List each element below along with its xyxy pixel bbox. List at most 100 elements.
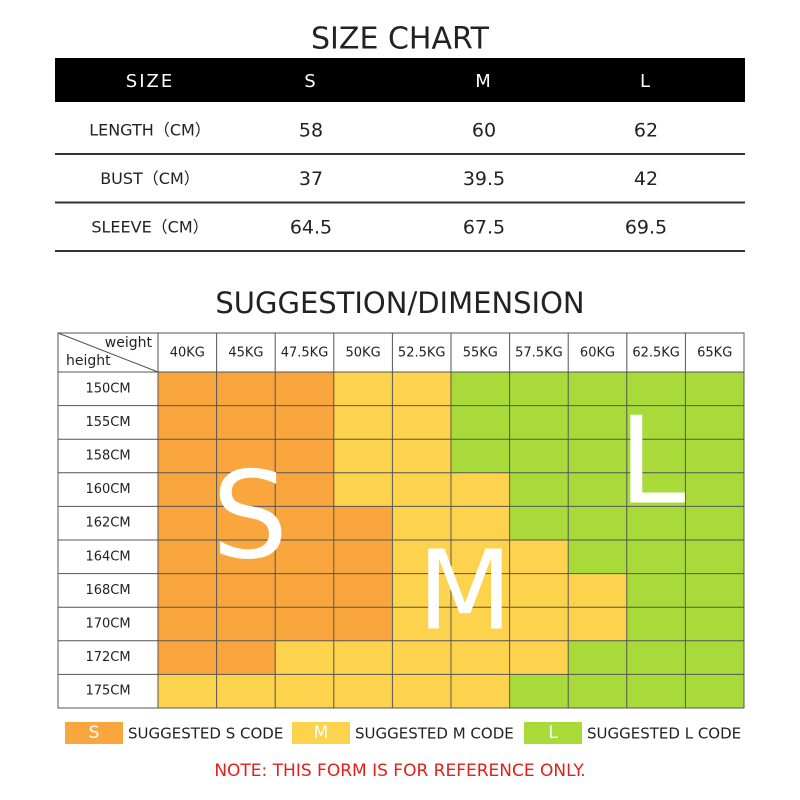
- grid-cell: [509, 405, 569, 440]
- grid-cell: [333, 405, 393, 440]
- size-overlay: M: [418, 526, 513, 654]
- grid-cell: [158, 540, 217, 574]
- size-value: 37: [299, 168, 323, 190]
- grid-cell: [626, 540, 686, 574]
- grid-cell: [275, 472, 334, 507]
- size-overlay: S: [212, 448, 288, 587]
- height-label: 175CM: [85, 684, 130, 699]
- grid-cell: [158, 573, 217, 608]
- size-overlay: L: [619, 393, 686, 532]
- grid-cell: [568, 607, 627, 641]
- grid-cell: [509, 506, 569, 540]
- grid-cell: [685, 640, 744, 675]
- grid-cell: [275, 405, 334, 440]
- grid-cell: [158, 472, 217, 507]
- size-value: 62: [634, 120, 658, 142]
- grid-cell: [568, 506, 627, 540]
- grid-cell: [451, 607, 510, 641]
- grid-cell: [392, 372, 451, 406]
- grid-cell: [216, 372, 276, 406]
- grid-cell: [158, 405, 217, 440]
- grid-cell: [451, 573, 510, 608]
- size-header: S: [304, 71, 317, 92]
- grid-cell: [158, 640, 217, 675]
- grid-cell: [275, 573, 334, 608]
- row-label: SLEEVE（CM）: [91, 218, 208, 237]
- height-label: 162CM: [85, 516, 130, 531]
- grid-cell: [509, 540, 569, 574]
- grid-cell: [333, 607, 393, 641]
- grid-cell: [158, 439, 217, 473]
- grid-cell: [509, 372, 569, 406]
- size-chart-title: SIZE CHART: [311, 22, 490, 57]
- header-bar: [55, 58, 745, 102]
- grid-cell: [392, 472, 451, 507]
- grid-cell: [392, 405, 451, 440]
- height-label: 164CM: [85, 549, 130, 564]
- grid-cell: [685, 439, 744, 473]
- grid-cell: [685, 573, 744, 608]
- grid-cell: [626, 506, 686, 540]
- grid-cell: [392, 607, 451, 641]
- grid-cell: [451, 439, 510, 473]
- grid-cell: [333, 674, 393, 708]
- height-label: 170CM: [85, 617, 130, 632]
- size-value: 69.5: [625, 217, 667, 239]
- grid-cell: [685, 372, 744, 406]
- size-value: 39.5: [463, 168, 505, 190]
- grid-cell: [509, 674, 569, 708]
- weight-label: 65KG: [697, 346, 732, 361]
- grid-cell: [685, 506, 744, 540]
- grid-cell: [158, 506, 217, 540]
- grid-cell: [333, 372, 393, 406]
- grid-cell: [392, 506, 451, 540]
- grid-cell: [392, 674, 451, 708]
- weight-label: 40KG: [170, 346, 205, 361]
- legend-code: M: [314, 723, 329, 743]
- grid-cell: [685, 405, 744, 440]
- grid-cell: [568, 674, 627, 708]
- weight-label: 50KG: [346, 346, 381, 361]
- size-value: 42: [634, 168, 658, 190]
- corner-weight: weight: [105, 335, 153, 351]
- grid-cell: [626, 640, 686, 675]
- grid-cell: [626, 607, 686, 641]
- grid-cell: [685, 472, 744, 507]
- weight-label: 60KG: [580, 346, 615, 361]
- grid-cell: [509, 607, 569, 641]
- row-label: LENGTH（CM）: [89, 121, 211, 140]
- weight-label: 45KG: [228, 346, 263, 361]
- legend-label: SUGGESTED S CODE: [128, 725, 283, 743]
- grid-cell: [626, 674, 686, 708]
- grid-cell: [333, 472, 393, 507]
- grid-cell: [568, 439, 627, 473]
- weight-label: 55KG: [463, 346, 498, 361]
- weight-label: 52.5KG: [398, 346, 446, 361]
- legend-label: SUGGESTED M CODE: [355, 725, 514, 743]
- legend-swatch: [65, 722, 123, 744]
- grid-cell: [216, 674, 276, 708]
- grid-cell: [568, 573, 627, 608]
- grid-cell: [626, 573, 686, 608]
- grid-cell: [216, 573, 276, 608]
- grid-cell: [568, 372, 627, 406]
- size-header: L: [640, 71, 652, 92]
- grid-cell: [333, 439, 393, 473]
- grid-cell: [216, 506, 276, 540]
- grid-cell: [392, 540, 451, 574]
- grid-cell: [568, 540, 627, 574]
- grid-cell: [568, 472, 627, 507]
- grid-cell: [158, 674, 217, 708]
- grid-cell: [333, 540, 393, 574]
- grid-cell: [568, 405, 627, 440]
- grid-cell: [275, 607, 334, 641]
- grid-cell: [685, 540, 744, 574]
- size-header: SIZE: [126, 71, 174, 92]
- grid-cell: [509, 439, 569, 473]
- grid-cell: [275, 674, 334, 708]
- height-label: 150CM: [85, 381, 130, 396]
- grid-cell: [392, 573, 451, 608]
- grid-cell: [626, 472, 686, 507]
- grid-cell: [626, 372, 686, 406]
- grid-cell: [216, 439, 276, 473]
